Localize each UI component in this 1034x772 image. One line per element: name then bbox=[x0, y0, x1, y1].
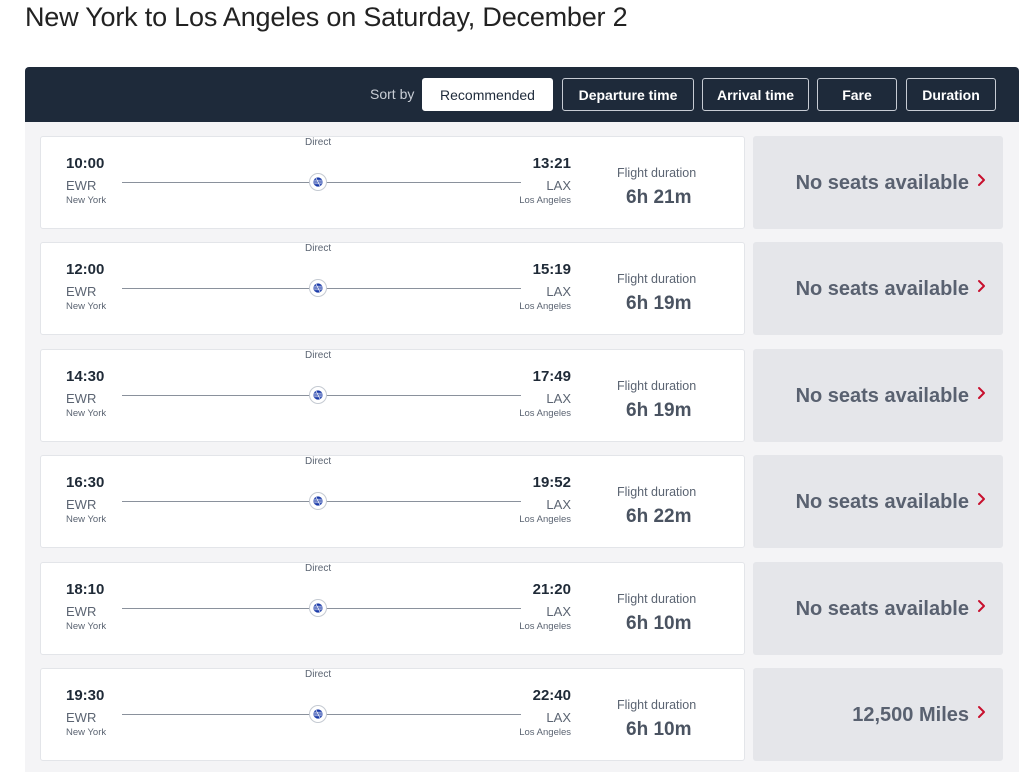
departure-airport-code: EWR bbox=[66, 391, 97, 406]
departure-airport-code: EWR bbox=[66, 604, 97, 619]
results-panel: Sort by Recommended Departure time Arriv… bbox=[25, 67, 1019, 772]
flight-card[interactable]: Direct 14:30 EWR New York 17:49 LAX Los … bbox=[40, 349, 745, 442]
flight-row: Direct 19:30 EWR New York 22:40 LAX Los … bbox=[40, 668, 1005, 761]
fare-text: No seats available bbox=[795, 491, 969, 513]
flight-card[interactable]: Direct 18:10 EWR New York 21:20 LAX Los … bbox=[40, 562, 745, 655]
departure-city: New York bbox=[66, 195, 107, 206]
chevron-right-icon bbox=[978, 493, 985, 505]
stops-label: Direct bbox=[305, 243, 332, 254]
flight-row: Direct 12:00 EWR New York 15:19 LAX Los … bbox=[40, 242, 1005, 335]
flight-card[interactable]: Direct 12:00 EWR New York 15:19 LAX Los … bbox=[40, 242, 745, 335]
flight-duration-value: 6h 10m bbox=[626, 613, 692, 634]
chevron-right-icon bbox=[978, 600, 985, 612]
flight-duration-label: Flight duration bbox=[617, 698, 697, 712]
sort-arrival-time-button[interactable]: Arrival time bbox=[702, 78, 809, 111]
departure-city: New York bbox=[66, 301, 107, 312]
arrival-city: Los Angeles bbox=[519, 301, 571, 312]
arrival-city: Los Angeles bbox=[519, 621, 571, 632]
stops-label: Direct bbox=[305, 456, 332, 467]
flight-duration-value: 6h 22m bbox=[626, 506, 692, 527]
arrival-airport-code: LAX bbox=[546, 497, 571, 512]
flight-row: Direct 14:30 EWR New York 17:49 LAX Los … bbox=[40, 349, 1005, 442]
departure-airport-code: EWR bbox=[66, 710, 97, 725]
united-globe-icon bbox=[309, 492, 327, 510]
flight-duration-label: Flight duration bbox=[617, 485, 697, 499]
departure-time: 10:00 bbox=[66, 155, 105, 172]
departure-city: New York bbox=[66, 727, 107, 738]
united-globe-icon bbox=[309, 705, 327, 723]
arrival-city: Los Angeles bbox=[519, 195, 571, 206]
flight-row: Direct 16:30 EWR New York 19:52 LAX Los … bbox=[40, 455, 1005, 548]
united-globe-icon bbox=[309, 599, 327, 617]
sort-fare-button[interactable]: Fare bbox=[817, 78, 897, 111]
united-globe-icon bbox=[309, 173, 327, 191]
departure-time: 16:30 bbox=[66, 474, 105, 491]
stops-label: Direct bbox=[305, 350, 332, 361]
arrival-time: 15:19 bbox=[532, 261, 571, 278]
united-globe-icon bbox=[309, 386, 327, 404]
arrival-time: 17:49 bbox=[532, 368, 571, 385]
fare-text: No seats available bbox=[795, 172, 969, 194]
departure-time: 14:30 bbox=[66, 368, 105, 385]
arrival-city: Los Angeles bbox=[519, 514, 571, 525]
fare-button[interactable]: No seats available bbox=[753, 349, 1003, 442]
departure-time: 18:10 bbox=[66, 581, 105, 598]
sort-duration-button[interactable]: Duration bbox=[906, 78, 996, 111]
chevron-right-icon bbox=[978, 174, 985, 186]
flight-row: Direct 18:10 EWR New York 21:20 LAX Los … bbox=[40, 562, 1005, 655]
flight-duration-value: 6h 19m bbox=[626, 293, 692, 314]
departure-airport-code: EWR bbox=[66, 497, 97, 512]
fare-text: No seats available bbox=[795, 385, 969, 407]
arrival-airport-code: LAX bbox=[546, 604, 571, 619]
flight-duration-value: 6h 10m bbox=[626, 719, 692, 740]
chevron-right-icon bbox=[978, 706, 985, 718]
arrival-time: 13:21 bbox=[532, 155, 571, 172]
arrival-city: Los Angeles bbox=[519, 727, 571, 738]
chevron-right-icon bbox=[978, 280, 985, 292]
fare-button[interactable]: No seats available bbox=[753, 136, 1003, 229]
sort-departure-time-button[interactable]: Departure time bbox=[562, 78, 694, 111]
sort-recommended-button[interactable]: Recommended bbox=[422, 78, 553, 111]
chevron-right-icon bbox=[978, 387, 985, 399]
departure-city: New York bbox=[66, 621, 107, 632]
departure-city: New York bbox=[66, 514, 107, 525]
departure-airport-code: EWR bbox=[66, 284, 97, 299]
flight-duration-label: Flight duration bbox=[617, 166, 697, 180]
stops-label: Direct bbox=[305, 137, 332, 148]
flight-card[interactable]: Direct 16:30 EWR New York 19:52 LAX Los … bbox=[40, 455, 745, 548]
flight-row: Direct 10:00 EWR New York 13:21 LAX Los … bbox=[40, 136, 1005, 229]
united-globe-icon bbox=[309, 279, 327, 297]
flight-duration-value: 6h 19m bbox=[626, 400, 692, 421]
sort-by-label: Sort by bbox=[370, 86, 415, 102]
flight-card[interactable]: Direct 10:00 EWR New York 13:21 LAX Los … bbox=[40, 136, 745, 229]
fare-text: 12,500 Miles bbox=[852, 704, 969, 726]
arrival-airport-code: LAX bbox=[546, 284, 571, 299]
arrival-city: Los Angeles bbox=[519, 408, 571, 419]
arrival-time: 21:20 bbox=[532, 581, 571, 598]
fare-button[interactable]: 12,500 Miles bbox=[753, 668, 1003, 761]
sort-bar: Sort by Recommended Departure time Arriv… bbox=[25, 67, 1019, 122]
departure-time: 19:30 bbox=[66, 687, 105, 704]
stops-label: Direct bbox=[305, 563, 332, 574]
flight-duration-label: Flight duration bbox=[617, 379, 697, 393]
stops-label: Direct bbox=[305, 669, 332, 680]
page-title: New York to Los Angeles on Saturday, Dec… bbox=[25, 2, 628, 32]
fare-text: No seats available bbox=[795, 278, 969, 300]
flight-card[interactable]: Direct 19:30 EWR New York 22:40 LAX Los … bbox=[40, 668, 745, 761]
fare-text: No seats available bbox=[795, 598, 969, 620]
arrival-time: 22:40 bbox=[532, 687, 571, 704]
arrival-airport-code: LAX bbox=[546, 178, 571, 193]
flight-duration-value: 6h 21m bbox=[626, 187, 692, 208]
departure-airport-code: EWR bbox=[66, 178, 97, 193]
fare-button[interactable]: No seats available bbox=[753, 242, 1003, 335]
fare-button[interactable]: No seats available bbox=[753, 562, 1003, 655]
flight-duration-label: Flight duration bbox=[617, 272, 697, 286]
arrival-airport-code: LAX bbox=[546, 391, 571, 406]
departure-time: 12:00 bbox=[66, 261, 105, 278]
arrival-airport-code: LAX bbox=[546, 710, 571, 725]
arrival-time: 19:52 bbox=[532, 474, 571, 491]
fare-button[interactable]: No seats available bbox=[753, 455, 1003, 548]
departure-city: New York bbox=[66, 408, 107, 419]
flight-duration-label: Flight duration bbox=[617, 592, 697, 606]
